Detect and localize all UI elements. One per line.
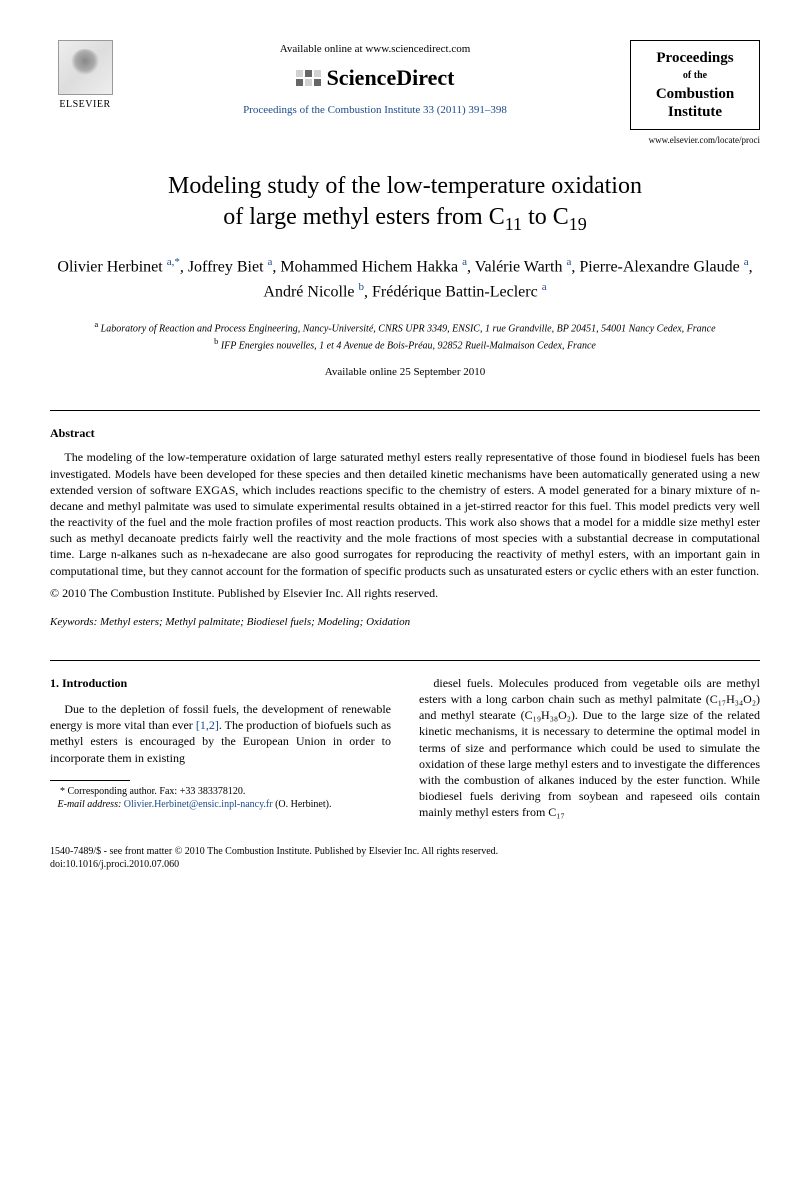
corr-name: (O. Herbinet). [275, 799, 331, 810]
sd-squares-icon [296, 70, 321, 86]
title-line2-pre: of large methyl esters from C [223, 204, 504, 230]
keywords-label: Keywords: [50, 616, 97, 628]
page-header: ELSEVIER Available online at www.science… [50, 40, 760, 146]
journal-reference[interactable]: Proceedings of the Combustion Institute … [120, 103, 630, 118]
journal-url[interactable]: www.elsevier.com/locate/proci [630, 134, 760, 146]
intro-para-right: diesel fuels. Molecules produced from ve… [419, 675, 760, 821]
available-online-text: Available online at www.sciencedirect.co… [120, 42, 630, 57]
footnote-rule [50, 780, 130, 781]
page-footer: 1540-7489/$ - see front matter © 2010 Th… [50, 845, 760, 871]
body-columns: 1. Introduction Due to the depletion of … [50, 675, 760, 821]
title-line1: Modeling study of the low-temperature ox… [168, 173, 642, 199]
sciencedirect-text: ScienceDirect [327, 63, 455, 93]
left-column: 1. Introduction Due to the depletion of … [50, 675, 391, 821]
affiliations: a Laboratory of Reaction and Process Eng… [50, 319, 760, 354]
email-label: E-mail address: [58, 799, 122, 810]
footer-line1: 1540-7489/$ - see front matter © 2010 Th… [50, 846, 498, 857]
journal-box-line1: Proceedings [637, 49, 753, 67]
divider-top [50, 410, 760, 411]
journal-box-column: Proceedings of the Combustion Institute … [630, 40, 760, 146]
abstract-heading: Abstract [50, 425, 760, 441]
affiliation-b: IFP Energies nouvelles, 1 et 4 Avenue de… [221, 340, 596, 351]
right-column: diesel fuels. Molecules produced from ve… [419, 675, 760, 821]
title-sub-19: 19 [569, 214, 587, 234]
keywords-values: Methyl esters; Methyl palmitate; Biodies… [100, 616, 410, 628]
copyright-line: © 2010 The Combustion Institute. Publish… [50, 585, 760, 601]
sciencedirect-logo: ScienceDirect [120, 63, 630, 93]
elsevier-tree-icon [58, 40, 113, 95]
journal-box-line3: Combustion [637, 85, 753, 103]
affiliation-a: Laboratory of Reaction and Process Engin… [101, 323, 716, 334]
intro-para-left: Due to the depletion of fossil fuels, th… [50, 701, 391, 766]
corr-email-link[interactable]: Olivier.Herbinet@ensic.inpl-nancy.fr [124, 799, 273, 810]
publisher-logo: ELSEVIER [50, 40, 120, 112]
title-sub-11: 11 [505, 214, 522, 234]
publisher-name: ELSEVIER [50, 98, 120, 112]
journal-title-box: Proceedings of the Combustion Institute [630, 40, 760, 130]
abstract-body: The modeling of the low-temperature oxid… [50, 449, 760, 579]
divider-bottom [50, 660, 760, 661]
center-header: Available online at www.sciencedirect.co… [120, 40, 630, 117]
article-title: Modeling study of the low-temperature ox… [50, 171, 760, 236]
author-list: Olivier Herbinet a,*, Joffrey Biet a, Mo… [50, 254, 760, 305]
title-mid: to C [522, 204, 569, 230]
journal-box-line4: Institute [637, 103, 753, 121]
available-date: Available online 25 September 2010 [50, 365, 760, 380]
footer-doi: doi:10.1016/j.proci.2010.07.060 [50, 859, 179, 870]
corresponding-author-footnote: * Corresponding author. Fax: +33 3833781… [50, 785, 391, 811]
journal-box-line2: of the [637, 69, 753, 83]
section-1-heading: 1. Introduction [50, 675, 391, 691]
keywords-line: Keywords: Methyl esters; Methyl palmitat… [50, 615, 760, 630]
corr-label: * Corresponding author. Fax: +33 3833781… [60, 786, 245, 797]
